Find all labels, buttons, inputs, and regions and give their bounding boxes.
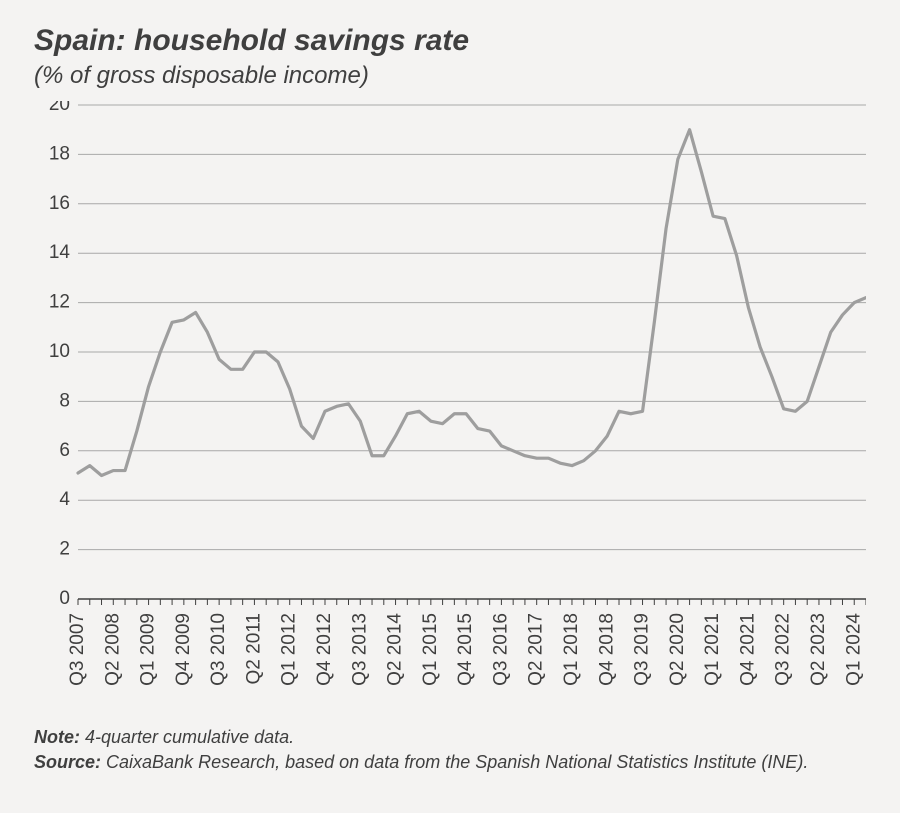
svg-text:Q2 2008: Q2 2008 bbox=[102, 613, 123, 686]
svg-text:Q2 2014: Q2 2014 bbox=[385, 613, 406, 686]
svg-text:Q4 2015: Q4 2015 bbox=[455, 613, 476, 686]
svg-text:Q3 2013: Q3 2013 bbox=[349, 613, 370, 686]
svg-text:0: 0 bbox=[59, 588, 70, 609]
svg-text:Q1 2009: Q1 2009 bbox=[138, 613, 159, 686]
svg-text:18: 18 bbox=[49, 144, 70, 165]
svg-text:Q3 2022: Q3 2022 bbox=[773, 613, 794, 686]
svg-text:Q1 2024: Q1 2024 bbox=[843, 613, 864, 686]
svg-text:Q3 2016: Q3 2016 bbox=[490, 613, 511, 686]
source-line: Source: CaixaBank Research, based on dat… bbox=[34, 750, 866, 774]
svg-text:14: 14 bbox=[49, 243, 71, 264]
svg-text:Q3 2010: Q3 2010 bbox=[208, 613, 229, 686]
svg-text:Q4 2018: Q4 2018 bbox=[596, 613, 617, 686]
svg-text:Q3 2007: Q3 2007 bbox=[67, 613, 88, 686]
svg-text:Q1 2021: Q1 2021 bbox=[702, 613, 723, 686]
chart-subtitle: (% of gross disposable income) bbox=[34, 63, 866, 89]
svg-text:6: 6 bbox=[59, 440, 70, 461]
svg-text:2: 2 bbox=[59, 539, 70, 560]
note-line: Note: 4-quarter cumulative data. bbox=[34, 725, 866, 749]
chart-container: Spain: household savings rate (% of gros… bbox=[0, 0, 900, 813]
chart-title: Spain: household savings rate bbox=[34, 24, 866, 57]
svg-text:Q1 2015: Q1 2015 bbox=[420, 613, 441, 686]
svg-text:12: 12 bbox=[49, 292, 70, 313]
note-text: 4-quarter cumulative data. bbox=[80, 727, 294, 747]
svg-text:16: 16 bbox=[49, 193, 70, 214]
note-label: Note: bbox=[34, 727, 80, 747]
svg-text:8: 8 bbox=[59, 391, 70, 412]
svg-text:4: 4 bbox=[59, 490, 70, 511]
svg-text:20: 20 bbox=[49, 101, 70, 115]
svg-text:Q2 2020: Q2 2020 bbox=[667, 613, 688, 686]
source-label: Source: bbox=[34, 752, 101, 772]
svg-text:Q2 2017: Q2 2017 bbox=[526, 613, 547, 686]
line-chart-svg: 0 2 4 6 8 10 12 14 16 18 20 Q3 2007 Q2 2008 Q1 2009 Q4… bbox=[34, 101, 866, 711]
source-text: CaixaBank Research, based on data from t… bbox=[101, 752, 808, 772]
svg-text:10: 10 bbox=[49, 341, 70, 362]
svg-text:Q4 2009: Q4 2009 bbox=[173, 613, 194, 686]
svg-text:Q4 2012: Q4 2012 bbox=[314, 613, 335, 686]
svg-text:Q2 2011: Q2 2011 bbox=[243, 613, 264, 684]
chart-footer: Note: 4-quarter cumulative data. Source:… bbox=[34, 725, 866, 774]
svg-text:Q4 2021: Q4 2021 bbox=[737, 613, 758, 686]
svg-text:Q2 2023: Q2 2023 bbox=[808, 613, 829, 686]
chart-area: 0 2 4 6 8 10 12 14 16 18 20 Q3 2007 Q2 2008 Q1 2009 Q4… bbox=[34, 101, 866, 711]
svg-text:Q1 2018: Q1 2018 bbox=[561, 613, 582, 686]
svg-text:Q1 2012: Q1 2012 bbox=[279, 613, 300, 686]
svg-text:Q3 2019: Q3 2019 bbox=[632, 613, 653, 686]
